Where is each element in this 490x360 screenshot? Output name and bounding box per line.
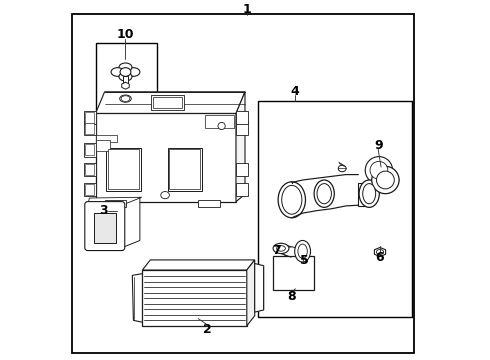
Text: 4: 4 xyxy=(290,85,299,98)
Bar xyxy=(143,270,247,326)
Ellipse shape xyxy=(317,184,331,204)
Ellipse shape xyxy=(282,185,302,214)
Bar xyxy=(104,200,126,207)
Ellipse shape xyxy=(298,244,307,258)
Text: 3: 3 xyxy=(99,204,108,217)
Ellipse shape xyxy=(119,72,132,81)
Ellipse shape xyxy=(376,249,384,255)
Text: 9: 9 xyxy=(374,139,383,152)
Polygon shape xyxy=(84,111,96,124)
Polygon shape xyxy=(374,247,386,257)
Text: 1: 1 xyxy=(243,3,251,15)
Ellipse shape xyxy=(127,68,140,76)
Polygon shape xyxy=(132,274,143,322)
Ellipse shape xyxy=(372,166,399,194)
Polygon shape xyxy=(255,264,264,312)
Bar xyxy=(123,76,128,85)
Ellipse shape xyxy=(294,240,311,262)
Polygon shape xyxy=(122,197,140,248)
Text: 7: 7 xyxy=(272,244,281,257)
Polygon shape xyxy=(88,197,142,204)
Bar xyxy=(94,213,116,243)
Ellipse shape xyxy=(273,243,289,253)
Polygon shape xyxy=(236,92,245,202)
Bar xyxy=(85,184,94,195)
Text: 2: 2 xyxy=(203,323,212,336)
Bar xyxy=(96,140,110,151)
Polygon shape xyxy=(84,121,96,135)
Bar xyxy=(198,200,220,207)
Ellipse shape xyxy=(376,171,394,189)
Polygon shape xyxy=(122,82,129,89)
Ellipse shape xyxy=(122,97,128,100)
Polygon shape xyxy=(84,183,96,196)
Bar xyxy=(85,123,94,134)
Ellipse shape xyxy=(363,184,376,204)
Bar xyxy=(96,113,236,202)
Text: 5: 5 xyxy=(300,255,309,267)
Ellipse shape xyxy=(120,68,131,76)
Polygon shape xyxy=(236,121,248,135)
Ellipse shape xyxy=(314,180,334,207)
Bar xyxy=(85,144,94,155)
Ellipse shape xyxy=(111,68,124,76)
Text: 6: 6 xyxy=(376,251,384,264)
Bar xyxy=(85,164,94,175)
Polygon shape xyxy=(96,92,245,113)
Text: 8: 8 xyxy=(288,291,296,303)
Ellipse shape xyxy=(365,157,392,184)
Bar xyxy=(108,149,139,189)
Ellipse shape xyxy=(278,182,305,218)
Polygon shape xyxy=(236,183,248,196)
Polygon shape xyxy=(143,260,255,270)
Polygon shape xyxy=(84,163,96,176)
Bar xyxy=(153,97,182,108)
Bar xyxy=(96,135,117,142)
Polygon shape xyxy=(236,163,248,176)
Ellipse shape xyxy=(370,161,388,179)
Ellipse shape xyxy=(120,95,131,102)
Bar xyxy=(106,148,141,191)
Polygon shape xyxy=(247,260,255,326)
Bar xyxy=(96,43,157,130)
Ellipse shape xyxy=(161,192,170,199)
Ellipse shape xyxy=(121,96,130,102)
Ellipse shape xyxy=(283,247,299,257)
Ellipse shape xyxy=(277,246,285,251)
Bar xyxy=(258,101,413,317)
Ellipse shape xyxy=(119,63,132,72)
Bar xyxy=(273,256,315,290)
FancyBboxPatch shape xyxy=(85,202,125,251)
Text: 10: 10 xyxy=(117,28,134,41)
Bar xyxy=(205,115,234,128)
Ellipse shape xyxy=(359,180,379,207)
Ellipse shape xyxy=(338,165,346,172)
Bar xyxy=(168,148,202,191)
Ellipse shape xyxy=(218,122,225,130)
Bar xyxy=(170,149,200,189)
Bar xyxy=(85,112,94,123)
Polygon shape xyxy=(236,111,248,124)
Polygon shape xyxy=(84,143,96,157)
Bar xyxy=(151,95,184,110)
Bar xyxy=(358,183,371,206)
